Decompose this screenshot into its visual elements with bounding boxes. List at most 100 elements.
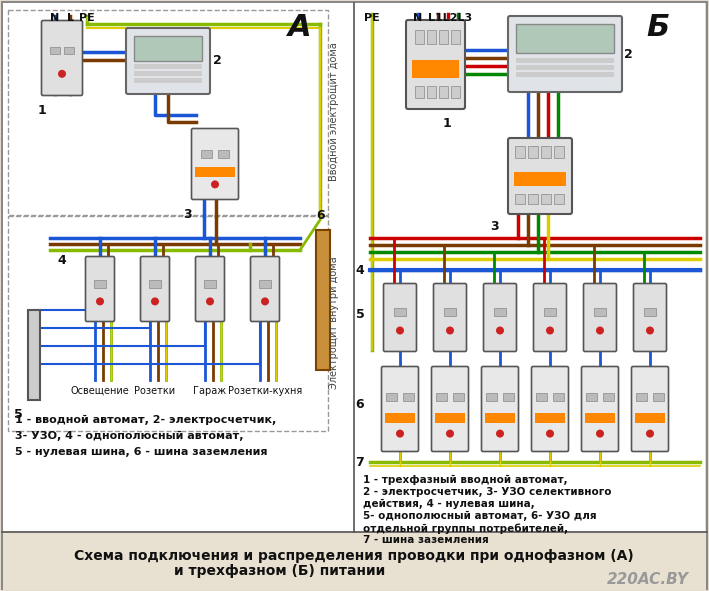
FancyBboxPatch shape <box>196 256 225 322</box>
FancyBboxPatch shape <box>484 284 516 352</box>
Bar <box>451 86 460 98</box>
Text: Розетки: Розетки <box>135 386 176 396</box>
Bar <box>134 71 202 76</box>
Bar <box>50 47 60 54</box>
Bar <box>427 30 436 44</box>
FancyBboxPatch shape <box>508 16 622 92</box>
FancyBboxPatch shape <box>384 284 416 352</box>
FancyBboxPatch shape <box>632 366 669 452</box>
FancyBboxPatch shape <box>42 21 82 96</box>
FancyBboxPatch shape <box>581 366 618 452</box>
Bar <box>3 3 705 531</box>
Bar <box>503 392 514 401</box>
Text: L: L <box>67 13 74 23</box>
Bar <box>585 413 615 423</box>
Text: 5- однополюсный автомат, 6- УЗО для: 5- однополюсный автомат, 6- УЗО для <box>363 511 597 521</box>
FancyBboxPatch shape <box>250 256 279 322</box>
Bar <box>635 413 665 423</box>
Bar <box>516 57 614 63</box>
Bar <box>403 392 414 401</box>
Bar <box>653 392 664 401</box>
Bar <box>541 194 551 204</box>
Text: 3- УЗО, 4 - однополюсный автомат,: 3- УЗО, 4 - однополюсный автомат, <box>15 431 243 441</box>
Text: 5: 5 <box>356 309 364 322</box>
Text: 7: 7 <box>356 456 364 469</box>
Text: 3: 3 <box>183 208 191 221</box>
Bar <box>195 167 235 177</box>
Circle shape <box>596 326 604 335</box>
Bar <box>94 280 106 288</box>
FancyBboxPatch shape <box>126 28 210 94</box>
Bar <box>516 64 614 70</box>
Circle shape <box>646 430 654 437</box>
Text: N: N <box>413 13 423 23</box>
Text: Электрощит внутри дома: Электрощит внутри дома <box>329 256 339 389</box>
Bar <box>586 392 597 401</box>
Circle shape <box>496 430 504 437</box>
Bar <box>528 146 538 158</box>
Bar <box>515 146 525 158</box>
Bar <box>8 10 328 215</box>
Text: Вводной электрощит дома: Вводной электрощит дома <box>329 43 339 181</box>
Text: Б: Б <box>647 14 669 43</box>
Bar <box>636 392 647 401</box>
Bar <box>427 86 436 98</box>
Bar <box>3 533 706 590</box>
Text: N: N <box>50 13 60 23</box>
Bar <box>412 60 459 78</box>
FancyBboxPatch shape <box>481 366 518 452</box>
Bar <box>541 146 551 158</box>
Text: PE: PE <box>79 13 95 23</box>
Text: Схема подключения и распределения проводки при однофазном (А): Схема подключения и распределения провод… <box>74 549 634 563</box>
FancyBboxPatch shape <box>140 256 169 322</box>
Bar <box>516 72 614 77</box>
Bar <box>453 392 464 401</box>
Circle shape <box>646 326 654 335</box>
Circle shape <box>206 297 214 306</box>
Bar <box>435 413 465 423</box>
Bar <box>486 392 497 401</box>
Bar <box>8 216 328 431</box>
Circle shape <box>446 430 454 437</box>
Text: 3: 3 <box>490 220 498 233</box>
FancyBboxPatch shape <box>433 284 467 352</box>
Bar <box>134 36 202 61</box>
Text: Гараж: Гараж <box>194 386 227 396</box>
Bar <box>439 30 448 44</box>
Bar <box>385 413 415 423</box>
Bar <box>515 194 525 204</box>
FancyBboxPatch shape <box>508 138 572 214</box>
Bar <box>544 308 556 316</box>
Bar <box>439 86 448 98</box>
Bar <box>149 280 161 288</box>
Text: А: А <box>288 14 312 43</box>
Bar <box>594 308 606 316</box>
Bar <box>528 194 538 204</box>
Bar <box>554 146 564 158</box>
Circle shape <box>446 326 454 335</box>
Circle shape <box>396 430 404 437</box>
Text: и трехфазном (Б) питании: и трехфазном (Б) питании <box>174 564 386 578</box>
Bar <box>316 230 330 370</box>
Bar <box>444 308 456 316</box>
Text: PE: PE <box>364 13 380 23</box>
Bar <box>644 308 656 316</box>
Circle shape <box>261 297 269 306</box>
FancyBboxPatch shape <box>532 366 569 452</box>
Bar <box>485 413 515 423</box>
Text: Освещение: Освещение <box>71 386 129 396</box>
Bar <box>514 173 566 186</box>
Bar <box>394 308 406 316</box>
FancyBboxPatch shape <box>86 256 114 322</box>
FancyBboxPatch shape <box>533 284 566 352</box>
FancyBboxPatch shape <box>191 128 238 200</box>
Circle shape <box>496 326 504 335</box>
Circle shape <box>96 297 104 306</box>
Circle shape <box>546 430 554 437</box>
Bar <box>415 86 424 98</box>
FancyBboxPatch shape <box>432 366 469 452</box>
Bar <box>64 47 74 54</box>
Circle shape <box>58 70 66 78</box>
Text: 4: 4 <box>57 254 67 267</box>
Bar <box>603 392 614 401</box>
